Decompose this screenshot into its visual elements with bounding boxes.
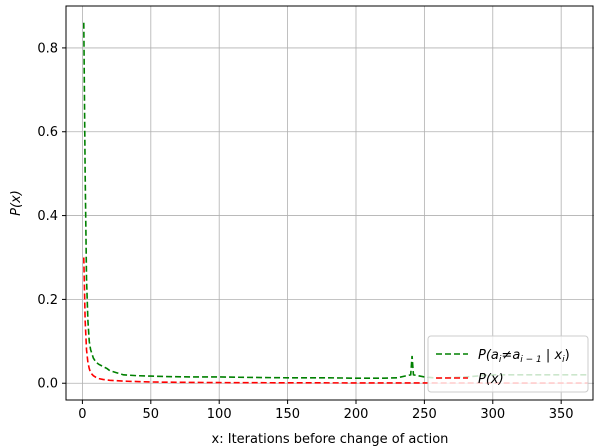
x-tick-label: 350 (549, 407, 574, 422)
legend: P(ai≠ai − 1 | xi) P(x) (427, 335, 589, 393)
x-tick-label: 150 (275, 407, 300, 422)
x-tick-label: 50 (143, 407, 160, 422)
y-tick-label: 0.0 (37, 377, 58, 392)
x-tick-label: 300 (480, 407, 505, 422)
y-tick-label: 0.2 (37, 293, 58, 308)
y-tick-label: 0.8 (37, 41, 58, 56)
x-axis-label: x: Iterations before change of action (212, 432, 449, 447)
y-tick-label: 0.6 (37, 125, 58, 140)
x-tick-label: 100 (207, 407, 232, 422)
x-tick-label: 250 (412, 407, 437, 422)
x-tick-label: 200 (344, 407, 369, 422)
grid (66, 6, 594, 400)
y-axis: 0.0 0.2 0.4 0.6 0.8 (37, 41, 66, 392)
plot-frame (65, 5, 594, 401)
y-axis-label: P(x) (9, 190, 24, 216)
series-line-1 (82, 257, 589, 384)
legend-label-0: P(ai≠ai − 1 | xi) (478, 348, 570, 365)
legend-label-1: P(x) (478, 372, 504, 387)
series-line-0 (82, 22, 589, 380)
x-tick-label: 0 (78, 407, 86, 422)
x-axis: 0 50 100 150 200 250 300 350 (78, 400, 574, 422)
series-layer (82, 22, 589, 384)
y-tick-label: 0.4 (37, 209, 58, 224)
